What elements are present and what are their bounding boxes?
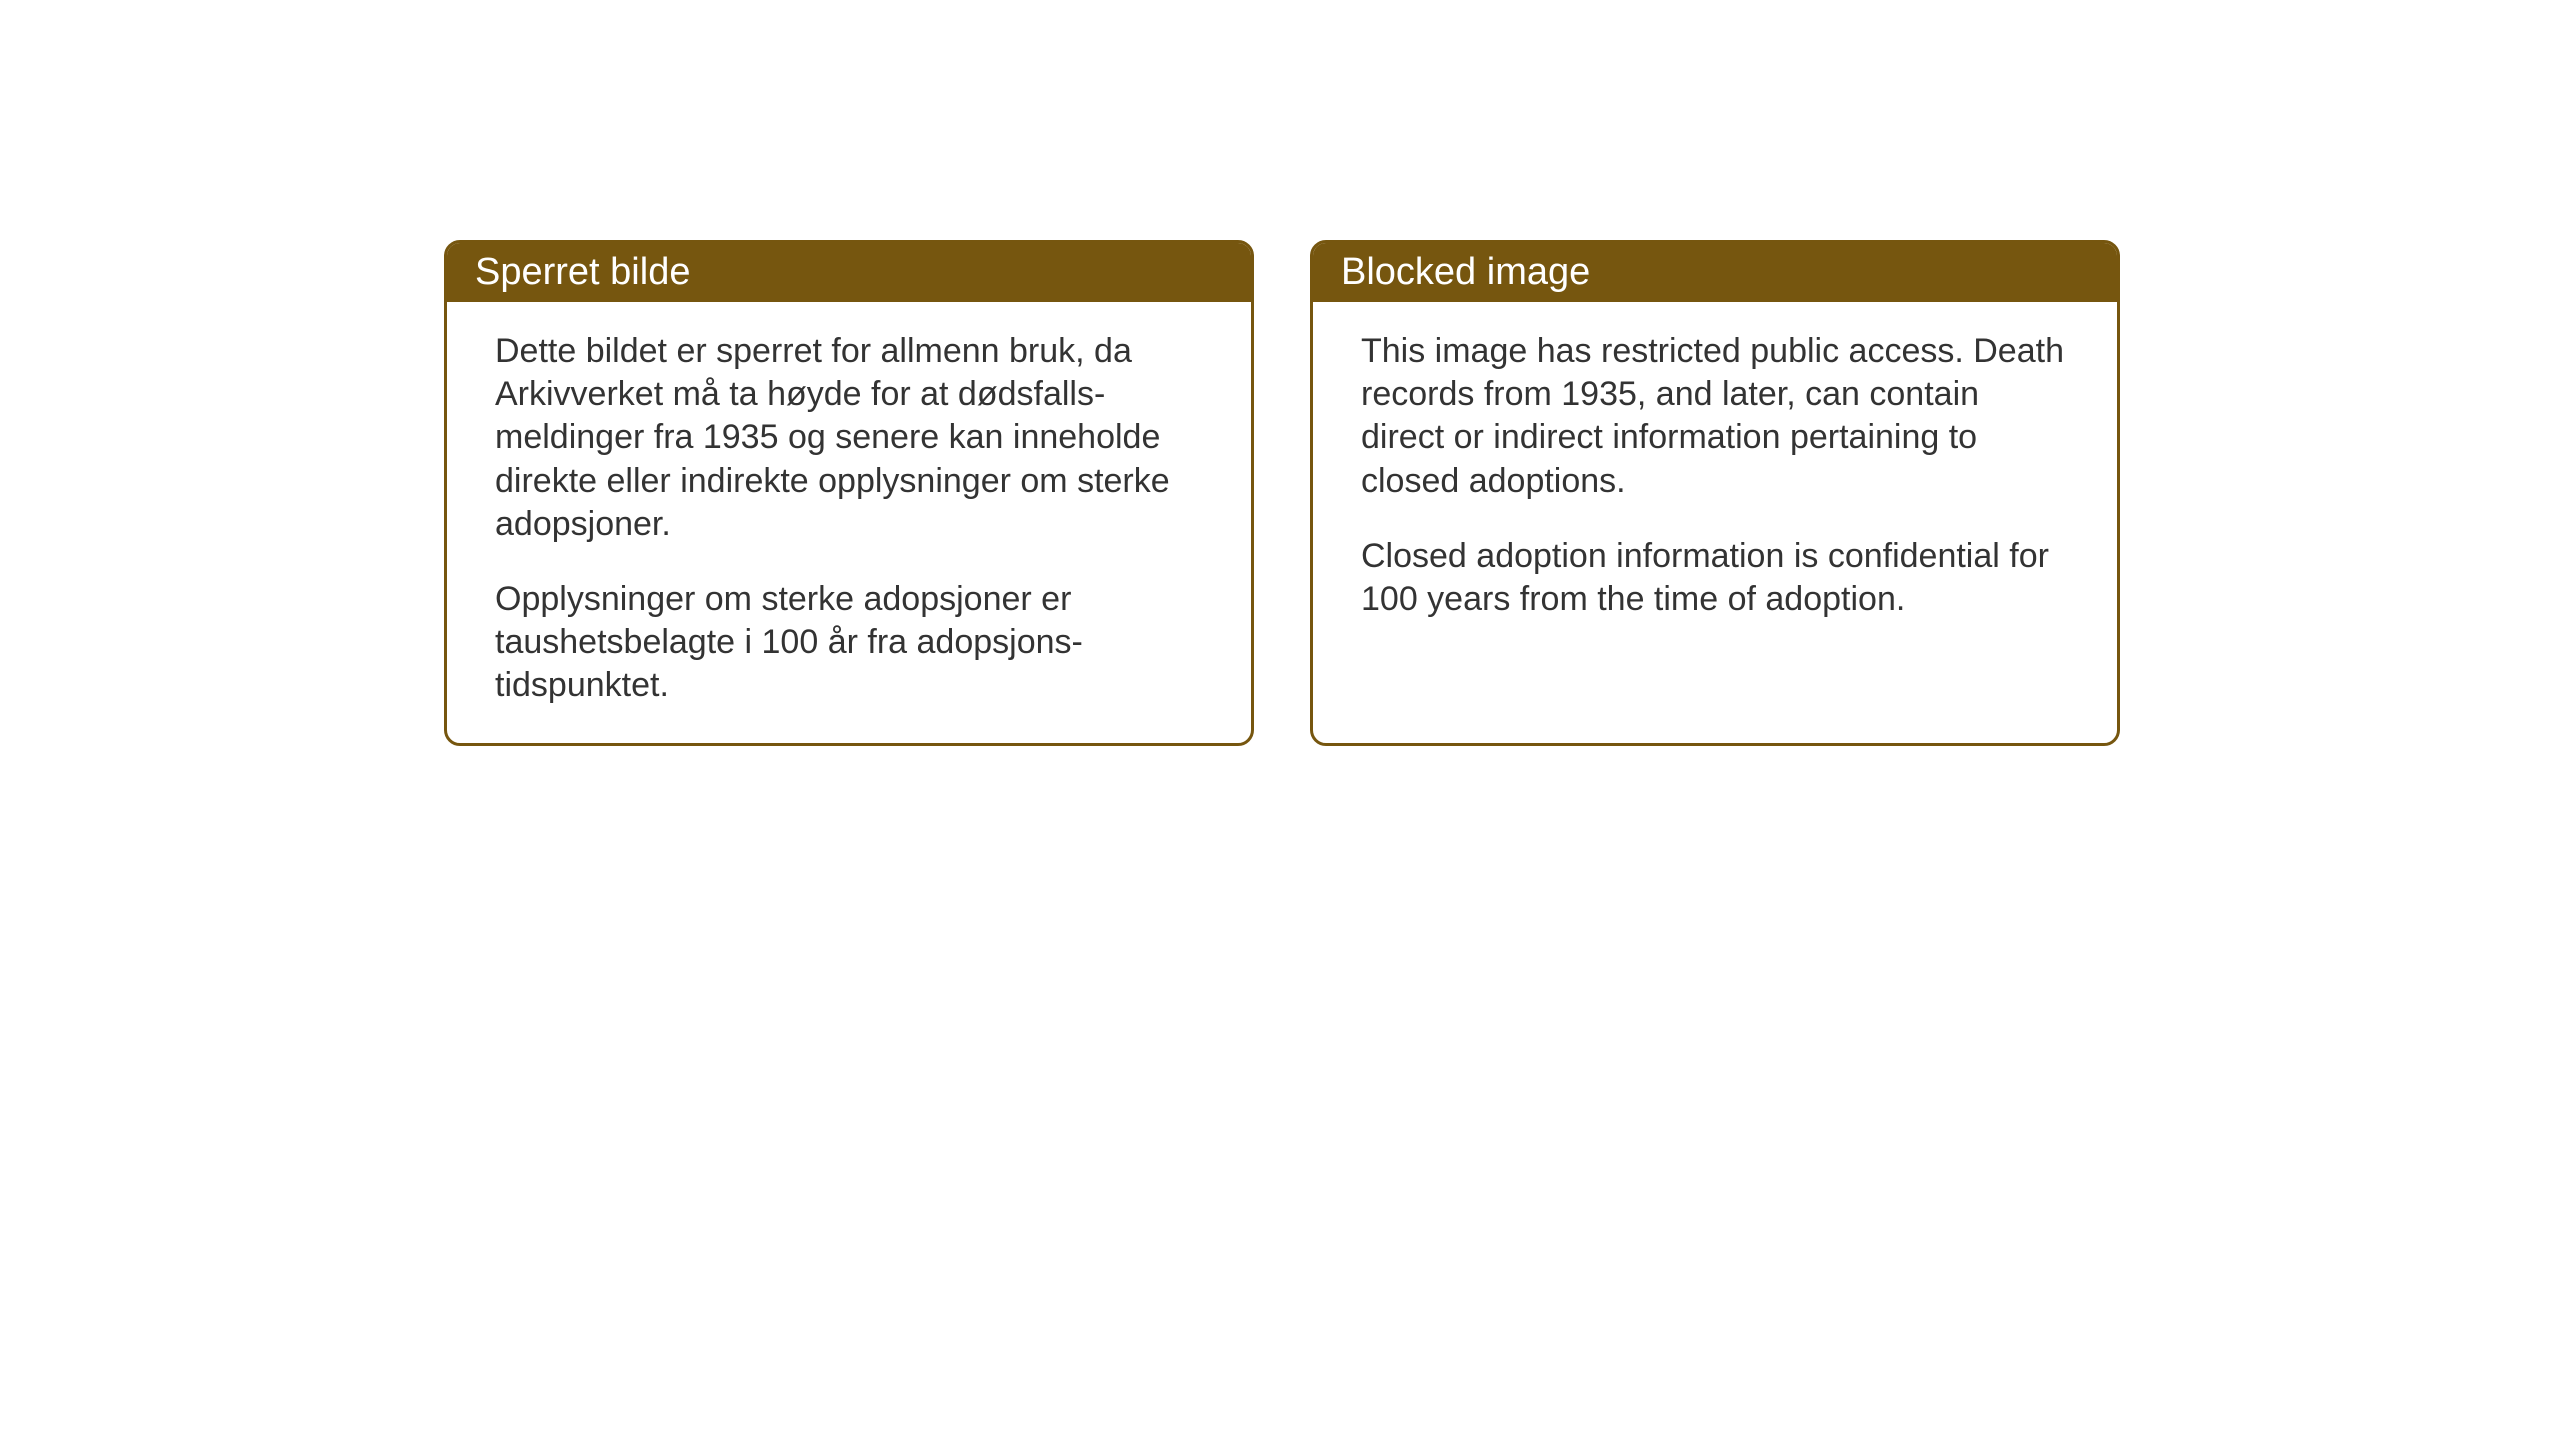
notice-paragraph-2-norwegian: Opplysninger om sterke adopsjoner er tau… [495,578,1203,708]
notice-paragraph-1-norwegian: Dette bildet er sperret for allmenn bruk… [495,330,1203,546]
notice-box-norwegian: Sperret bilde Dette bildet er sperret fo… [444,240,1254,746]
notice-paragraph-2-english: Closed adoption information is confident… [1361,535,2069,621]
notice-header-english: Blocked image [1313,243,2117,302]
notice-box-english: Blocked image This image has restricted … [1310,240,2120,746]
notice-container: Sperret bilde Dette bildet er sperret fo… [444,240,2120,746]
notice-title-english: Blocked image [1341,251,1590,293]
notice-title-norwegian: Sperret bilde [475,251,690,293]
notice-header-norwegian: Sperret bilde [447,243,1251,302]
notice-body-english: This image has restricted public access.… [1313,302,2117,657]
notice-paragraph-1-english: This image has restricted public access.… [1361,330,2069,503]
notice-body-norwegian: Dette bildet er sperret for allmenn bruk… [447,302,1251,743]
